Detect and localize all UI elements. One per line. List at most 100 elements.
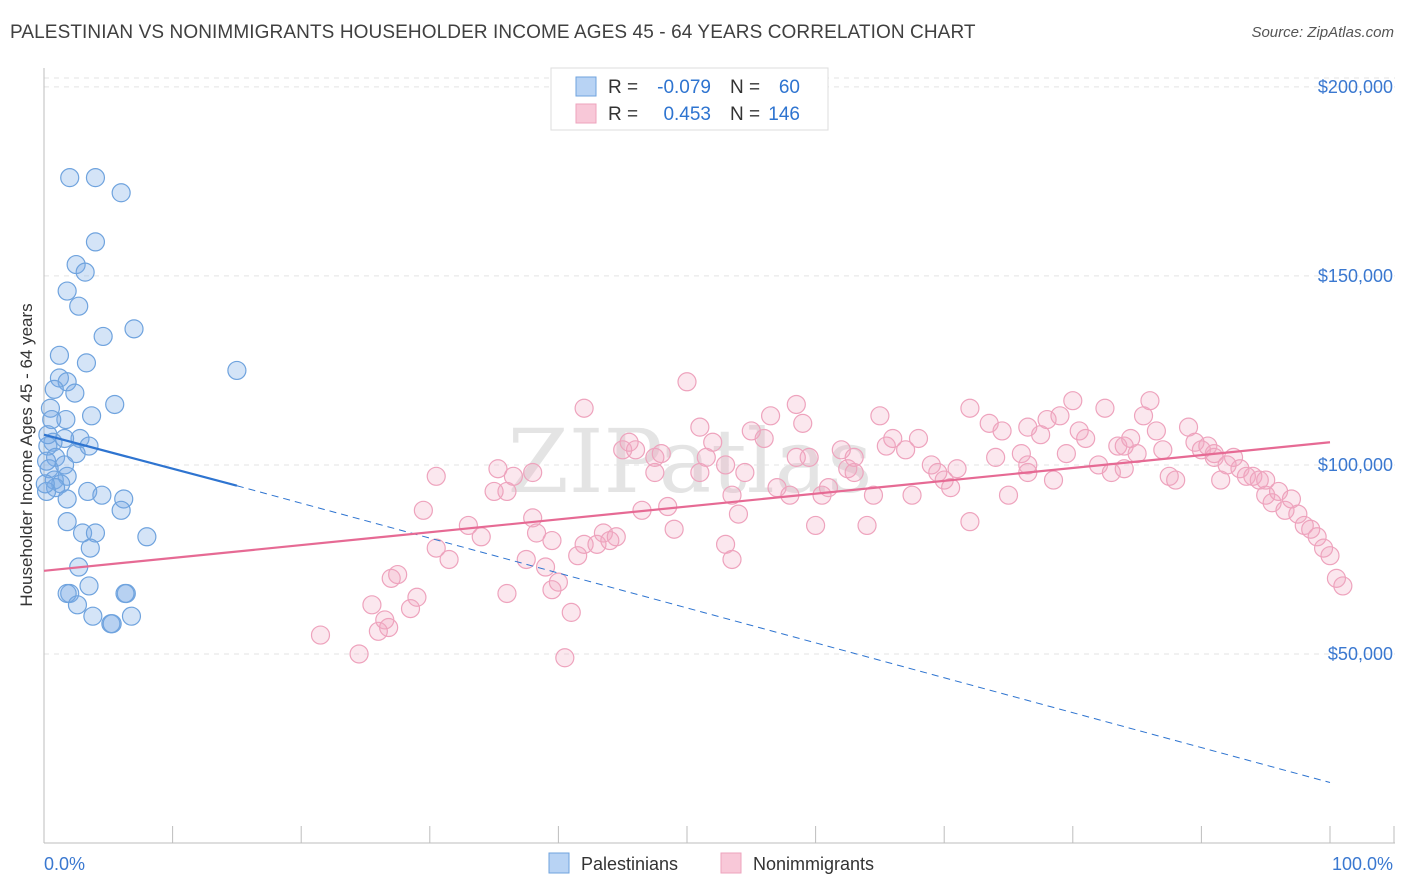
source-label: Source: ZipAtlas.com: [1251, 24, 1394, 41]
nonimmigrants-point: [921, 455, 941, 475]
nonimmigrants-point: [870, 406, 890, 426]
palestinians-r-label: R =: [608, 77, 638, 98]
y-tick-labels: $50,000 $100,000 $150,000 $200,000: [1318, 77, 1393, 664]
nonimmigrants-point: [310, 625, 331, 645]
nonimmigrants-point: [426, 538, 446, 558]
nonimmigrants-point: [1307, 527, 1327, 547]
palestinians-n-value: 60: [779, 77, 800, 98]
palestinians-point: [121, 606, 142, 626]
stats-legend: R = -0.079 N = 60 R = 0.453 N = 146: [550, 67, 829, 131]
y-tick-label-100000: $100,000: [1318, 455, 1393, 475]
nonimmigrants-point: [857, 515, 877, 536]
series-legend: Palestinians Nonimmigrants: [548, 852, 874, 874]
nonimmigrants-point: [658, 496, 678, 517]
nonimmigrants-point: [754, 428, 774, 449]
nonimmigrants-point: [1236, 466, 1257, 486]
palestinians-legend-swatch: [575, 76, 597, 97]
nonimmigrants-point: [1050, 406, 1070, 426]
nonimmigrants-point: [388, 564, 408, 585]
nonimmigrants-point: [1313, 538, 1334, 558]
nonimmigrants-point: [1043, 470, 1064, 490]
y-tick-label-50000: $50,000: [1328, 644, 1393, 664]
nonimmigrants-point: [1166, 470, 1186, 490]
chart-title: PALESTINIAN VS NONIMMIGRANTS HOUSEHOLDER…: [10, 22, 976, 43]
nonimmigrants-point: [760, 406, 781, 426]
nonimmigrants-point: [523, 462, 543, 483]
nonimmigrants-point: [812, 485, 832, 505]
nonimmigrants-point: [413, 500, 433, 520]
palestinians-n-label: N =: [730, 77, 760, 98]
palestinians-point: [42, 409, 62, 430]
nonimmigrants-point: [722, 485, 742, 505]
nonimmigrants-point: [407, 587, 427, 607]
palestinians-trend-line: [43, 433, 238, 487]
nonimmigrants-point: [1301, 519, 1321, 539]
palestinians-point: [80, 538, 100, 558]
palestinians-point: [76, 353, 97, 373]
nonimmigrants-point: [1011, 444, 1031, 464]
nonimmigrants-point: [805, 515, 826, 536]
palestinians-point: [102, 614, 122, 634]
nonimmigrants-point: [876, 436, 896, 456]
nonimmigrants-point: [1095, 398, 1115, 418]
nonimmigrants-point: [651, 444, 671, 464]
nonimmigrants-point: [606, 527, 626, 547]
nonimmigrants-point: [574, 398, 594, 418]
nonimmigrants-point: [1146, 421, 1166, 441]
nonimmigrants-point: [1185, 432, 1205, 452]
palestinians-point: [85, 232, 106, 252]
nonimmigrants-point: [703, 432, 723, 452]
palestinians-point: [137, 527, 157, 547]
palestinians-point: [36, 481, 57, 502]
nonimmigrants-point: [625, 440, 646, 460]
palestinians-trend-extension: [236, 485, 1331, 783]
nonimmigrants-point: [960, 512, 980, 532]
nonimmigrants-point: [902, 485, 922, 505]
nonimmigrants-point: [593, 523, 614, 543]
nonimmigrants-point: [516, 549, 536, 570]
palestinians-point: [85, 168, 106, 188]
nonimmigrants-point: [426, 466, 446, 486]
nonimmigrants-point: [561, 602, 581, 622]
nonimmigrants-point: [664, 519, 684, 539]
stats-legend-box: [550, 67, 829, 131]
nonimmigrants-point: [1333, 576, 1353, 596]
nonimmigrants-r-label: R =: [608, 104, 638, 125]
palestinians-point: [39, 459, 59, 479]
palestinians-point: [69, 296, 89, 316]
nonimmigrants-point: [941, 478, 961, 498]
nonimmigrants-point: [400, 599, 421, 619]
palestinians-point: [111, 500, 131, 520]
palestinians-point: [36, 451, 57, 471]
nonimmigrants-point: [1140, 391, 1160, 411]
nonimmigrants-point: [928, 462, 948, 483]
palestinians-point: [105, 394, 125, 415]
palestinians-points: [35, 168, 247, 634]
palestinians-point: [57, 281, 77, 301]
nonimmigrants-n-label: N =: [730, 104, 760, 125]
nonimmigrants-point: [548, 572, 569, 592]
palestinians-point: [85, 523, 106, 543]
nonimmigrants-point: [645, 462, 665, 483]
nonimmigrants-point: [728, 504, 749, 524]
nonimmigrants-point: [1275, 500, 1295, 520]
nonimmigrants-point: [722, 549, 742, 570]
nonimmigrants-point: [1069, 421, 1089, 441]
nonimmigrants-point: [992, 421, 1012, 441]
palestinians-point: [83, 606, 103, 626]
nonimmigrants-series-label: Nonimmigrants: [753, 854, 874, 874]
nonimmigrants-legend-swatch: [575, 103, 597, 124]
nonimmigrants-point: [735, 462, 755, 483]
palestinians-point: [227, 360, 247, 381]
palestinians-point: [67, 595, 88, 615]
palestinians-point: [124, 319, 144, 339]
x-tick-label-min: 0.0%: [44, 854, 85, 874]
nonimmigrants-point: [1063, 391, 1083, 411]
nonimmigrants-point: [488, 459, 508, 479]
palestinians-r-value: -0.079: [657, 77, 711, 98]
nonimmigrants-point: [1037, 409, 1057, 430]
nonimmigrants-point: [1056, 444, 1076, 464]
nonimmigrants-point: [349, 644, 369, 664]
nonimmigrants-point: [998, 485, 1019, 505]
